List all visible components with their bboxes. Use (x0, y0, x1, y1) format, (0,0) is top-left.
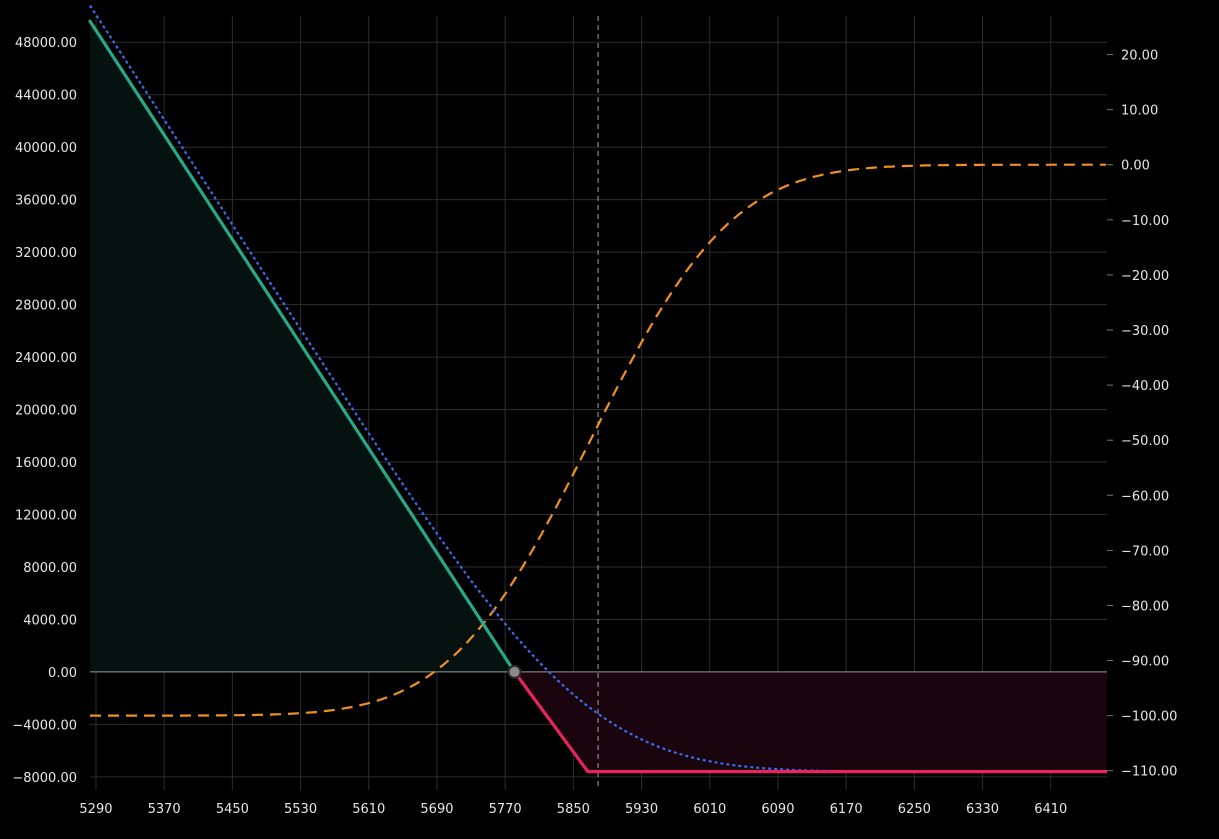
y-left-tick-label: 28000.00 (15, 299, 77, 314)
y-left-tick-label: 20000.00 (15, 404, 77, 419)
x-tick-label: 5610 (352, 802, 385, 817)
y-right-tick-label: −80.00 (1121, 599, 1169, 614)
y-left-tick-label: 16000.00 (15, 456, 77, 471)
x-tick-label: 6410 (1034, 802, 1067, 817)
y-left-tick-label: 24000.00 (15, 351, 77, 366)
y-left-tick-label: 4000.00 (23, 613, 77, 628)
y-right-tick-label: −40.00 (1121, 379, 1169, 394)
payoff-loss-segment (513, 670, 1107, 774)
x-tick-label: 5370 (148, 802, 181, 817)
x-tick-label: 5530 (284, 802, 317, 817)
y-left-tick-label: 12000.00 (15, 509, 77, 524)
payoff-profit-segment (88, 19, 517, 674)
loss-area (514, 671, 1107, 772)
x-tick-label: 6010 (693, 802, 726, 817)
y-right-tick-label: 0.00 (1121, 159, 1150, 174)
x-tick-label: 6090 (761, 802, 794, 817)
x-tick-label: 5450 (216, 802, 249, 817)
y-right-tick-label: −50.00 (1121, 434, 1169, 449)
delta-curve (90, 163, 1107, 717)
x-axis: 5290 5370 5450 5530 5610 5690 5770 5850 5930 6010… (79, 802, 1067, 817)
y-left-tick-label: 32000.00 (15, 246, 77, 261)
x-tick-label: 5290 (79, 802, 112, 817)
y-right-tick-label: −20.00 (1121, 269, 1169, 284)
y-left-tick-label: 48000.00 (15, 36, 77, 51)
x-tick-label: 6250 (898, 802, 931, 817)
y-right-tick-label: 20.00 (1121, 49, 1158, 64)
y-right-tick-label: −110.00 (1121, 765, 1177, 780)
series-lines (88, 4, 1107, 790)
y-right-tick-label: −60.00 (1121, 489, 1169, 504)
y-left-tick-label: 8000.00 (23, 561, 77, 576)
y-left-tick-label: 0.00 (48, 666, 77, 681)
y-left-tick-label: −4000.00 (12, 718, 77, 733)
breakeven-marker[interactable] (507, 664, 522, 679)
x-tick-label: 5770 (489, 802, 522, 817)
y-right-tick-label: −100.00 (1121, 710, 1177, 725)
y-left-tick-label: 40000.00 (15, 141, 77, 156)
y-axis-left: 48000.00 44000.00 40000.00 36000.00 32000.00… (12, 36, 77, 786)
y-right-tick-label: 10.00 (1121, 104, 1158, 119)
y-left-tick-label: 44000.00 (15, 89, 77, 104)
y-axis-right: 20.00 10.00 0.00 −10.00 −20.00 −30.00 −40.00 −5… (1107, 49, 1177, 780)
y-right-tick-label: −70.00 (1121, 544, 1169, 559)
x-tick-label: 5690 (420, 802, 453, 817)
y-right-tick-label: −30.00 (1121, 324, 1169, 339)
x-tick-label: 5930 (625, 802, 658, 817)
x-tick-label: 6330 (966, 802, 999, 817)
x-tick-label: 5850 (557, 802, 590, 817)
y-right-tick-label: −90.00 (1121, 655, 1169, 670)
x-tick-label: 6170 (830, 802, 863, 817)
y-left-tick-label: 36000.00 (15, 194, 77, 209)
y-left-tick-label: −8000.00 (12, 771, 77, 786)
y-right-tick-label: −10.00 (1121, 214, 1169, 229)
